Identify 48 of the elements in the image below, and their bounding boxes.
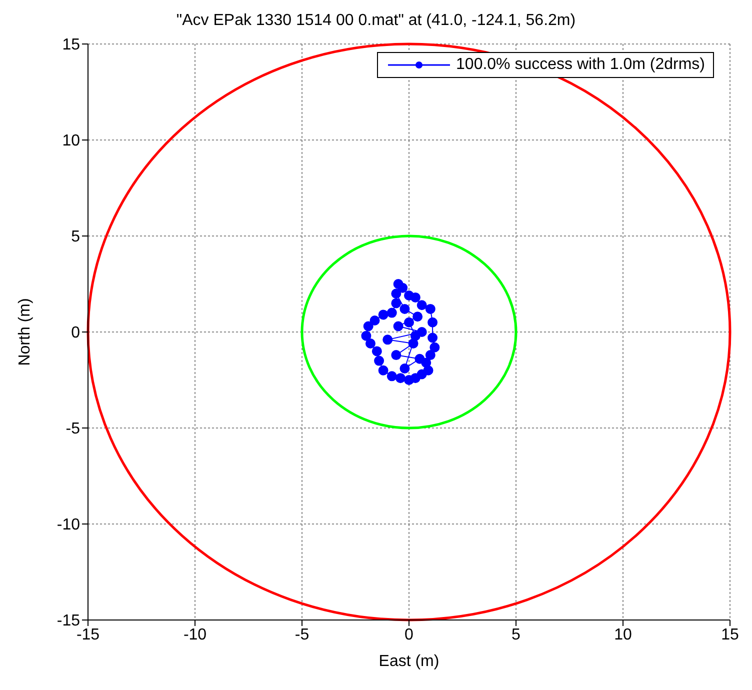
point [370,315,380,326]
point [365,338,376,349]
point [386,308,397,318]
y-tick-label: 5 [71,228,80,246]
x-tick-label: 10 [614,626,632,644]
y-axis-title: North (m) [16,298,34,366]
point [400,363,410,374]
point [382,334,393,345]
point [398,282,408,293]
point [428,317,438,328]
point [414,354,425,364]
y-tick-label: 10 [62,132,80,150]
point [374,356,384,366]
y-tick-label: 0 [71,324,80,342]
point [425,304,436,314]
x-tick-label: -10 [183,626,207,644]
x-axis-title: East (m) [378,653,440,670]
point [391,298,402,308]
y-tick-label: -15 [56,612,80,630]
point [361,330,372,341]
x-tick-label: 0 [404,626,414,644]
point [393,321,404,332]
point [378,365,388,376]
point [391,350,402,360]
point [391,288,402,299]
point [386,371,397,382]
point [416,300,427,310]
y-tick-label: -5 [66,420,80,438]
point [404,375,414,385]
point [428,332,438,343]
point [430,342,440,352]
x-tick-label: -5 [294,626,310,644]
legend-label: 100.0% success with 1.0m (2drms) [456,56,705,74]
point [400,304,410,314]
x-tick-label: 5 [512,626,521,644]
point [363,321,374,332]
point [410,292,420,302]
x-tick-label: 15 [721,626,739,644]
y-tick-label: 15 [62,36,80,54]
point [395,373,406,384]
point [425,350,436,360]
y-tick-label: -10 [56,516,80,534]
chart-title: "Acv EPak 1330 1514 00 0.mat" at (41.0, -124.1, 56.2m) [175,11,577,31]
point [372,346,382,356]
point [378,310,388,320]
point [404,317,414,328]
point [412,312,423,322]
point [410,330,420,341]
